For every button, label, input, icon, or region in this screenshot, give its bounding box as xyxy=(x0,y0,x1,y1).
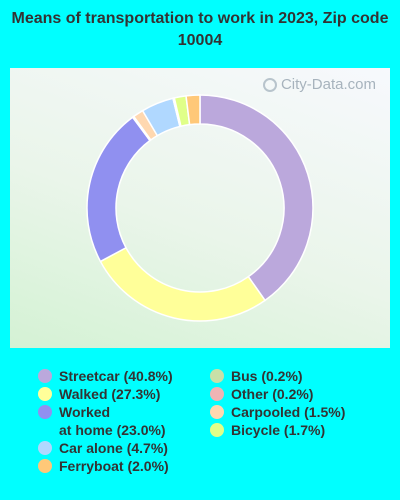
legend-label-line: Bicycle (1.7%) xyxy=(231,422,326,438)
legend-label-line: Walked (27.3%) xyxy=(59,386,161,402)
legend-label: Worked at home (23.0%) xyxy=(59,403,166,439)
legend-swatch xyxy=(38,459,52,473)
legend-item: Car alone (4.7%) xyxy=(38,439,168,457)
legend-label-line: Bus (0.2%) xyxy=(231,368,303,384)
legend-swatch xyxy=(38,369,52,383)
legend-swatch xyxy=(210,405,224,419)
legend-label: Bicycle (1.7%) xyxy=(231,421,325,439)
legend-swatch xyxy=(38,387,52,401)
legend-item: Bus (0.2%) xyxy=(210,367,303,385)
legend-label-line: Worked xyxy=(59,404,111,420)
slice-worked-at-home xyxy=(86,116,152,263)
slice-ferryboat xyxy=(185,94,201,126)
legend-label: Walked (27.3%) xyxy=(59,385,160,403)
legend-label: Bus (0.2%) xyxy=(231,367,303,385)
legend-swatch xyxy=(210,369,224,383)
legend-swatch xyxy=(210,423,224,437)
legend-label-line: Car alone (4.7%) xyxy=(59,440,168,456)
legend-label: Car alone (4.7%) xyxy=(59,439,168,457)
chart-title: Means of transportation to work in 2023,… xyxy=(11,10,389,49)
legend-item: Bicycle (1.7%) xyxy=(210,421,325,439)
chart-panel: City-Data.com xyxy=(10,68,390,348)
legend-item: Streetcar (40.8%) xyxy=(38,367,173,385)
legend-label-line: Carpooled (1.5%) xyxy=(231,404,346,420)
legend-label: Other (0.2%) xyxy=(231,385,313,403)
legend-swatch xyxy=(38,441,52,455)
slice-streetcar xyxy=(199,94,314,302)
city-data-logo-icon xyxy=(262,77,277,92)
legend-label: Carpooled (1.5%) xyxy=(231,403,345,421)
legend-label: Ferryboat (2.0%) xyxy=(59,457,169,475)
legend-label-line: at home (23.0%) xyxy=(59,422,166,438)
legend-item: Walked (27.3%) xyxy=(38,385,160,403)
chart-legend: Streetcar (40.8%) Walked (27.3%) Worked at … xyxy=(0,360,400,500)
slice-walked xyxy=(99,246,267,322)
legend-item: Ferryboat (2.0%) xyxy=(38,457,169,475)
watermark: City-Data.com xyxy=(262,76,376,93)
legend-item: Carpooled (1.5%) xyxy=(210,403,345,421)
legend-label-line: Ferryboat (2.0%) xyxy=(59,458,169,474)
legend-label: Streetcar (40.8%) xyxy=(59,367,173,385)
donut-chart xyxy=(86,94,314,322)
watermark-text: City-Data.com xyxy=(280,76,376,93)
legend-swatch xyxy=(210,387,224,401)
legend-label-line: Streetcar (40.8%) xyxy=(59,368,173,384)
legend-swatch xyxy=(38,405,52,419)
legend-item: Other (0.2%) xyxy=(210,385,313,403)
legend-item: Worked at home (23.0%) xyxy=(38,403,166,439)
legend-label-line: Other (0.2%) xyxy=(231,386,314,402)
